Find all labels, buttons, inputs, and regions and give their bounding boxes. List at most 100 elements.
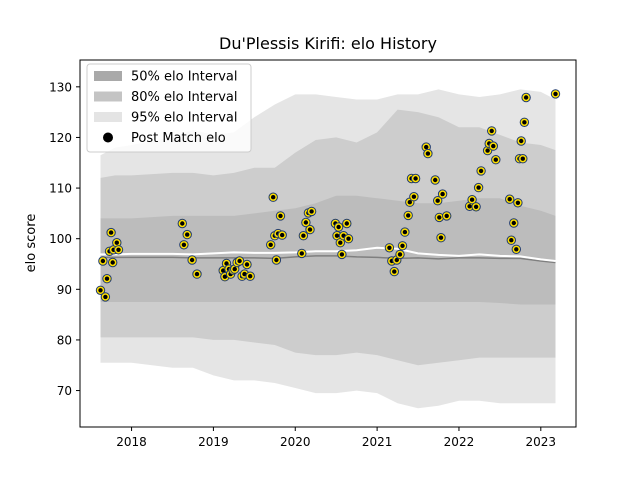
elo-point-center [110, 260, 115, 265]
elo-point-center [336, 224, 341, 230]
elo-point-center [413, 176, 418, 181]
y-tick-label: 120 [49, 131, 72, 145]
elo-point-center [514, 247, 519, 252]
legend-box [86, 63, 252, 153]
y-tick-label: 80 [57, 333, 72, 347]
elo-point-center [444, 213, 449, 219]
elo-point-center [104, 276, 110, 281]
elo-point-center [271, 195, 276, 200]
elo-point-center [520, 156, 525, 161]
elo-point-center [478, 168, 484, 174]
mean-elo-line [100, 246, 556, 262]
y-tick-label: 90 [57, 283, 72, 297]
y-tick-label: 100 [49, 232, 72, 246]
x-tick-label: 2020 [280, 435, 311, 449]
elo-point-center [181, 242, 187, 247]
median-elo-line [100, 255, 556, 264]
elo-point-center [489, 128, 494, 134]
elo-point-center [103, 294, 108, 300]
elo-point-center [232, 266, 237, 272]
x-tick-label: 2019 [198, 435, 229, 449]
legend-label: 95% elo Interval [131, 111, 238, 126]
legend-label: Post Match elo [131, 131, 226, 146]
elo-point-center [473, 204, 479, 209]
elo-point-center [511, 220, 516, 226]
elo-point-center [222, 274, 228, 279]
elo-point-center [301, 233, 306, 238]
elo-point-center [467, 204, 472, 209]
elo-point-center [522, 120, 527, 125]
elo-point-center [274, 257, 279, 263]
legend-swatch [94, 71, 122, 81]
y-tick-label: 130 [49, 80, 72, 94]
elo-point-center [424, 144, 429, 150]
elo-point-center [523, 95, 529, 100]
elo-point-center [493, 157, 498, 162]
y-axis-label: elo score [24, 214, 39, 273]
elo-point-center [553, 91, 558, 97]
elo-point-center [224, 261, 229, 266]
elo-point-center [268, 242, 273, 247]
elo-point-center [108, 230, 114, 235]
elo-point-center [394, 257, 399, 263]
elo-point-center [248, 274, 253, 279]
elo-point-center [221, 268, 226, 273]
elo-point-center [114, 240, 120, 245]
elo-point-center [334, 233, 340, 238]
elo-point-center [278, 213, 283, 219]
legend-swatch [94, 91, 122, 102]
elo-point-center [242, 271, 247, 277]
elo-point-center [307, 227, 313, 232]
legend-swatch [94, 112, 122, 122]
legend-label: 50% elo Interval [131, 70, 238, 85]
elo-point-center [100, 258, 106, 264]
elo-point-center [519, 138, 524, 144]
x-tick-label: 2018 [116, 435, 147, 449]
elo-point-center [344, 221, 349, 226]
elo-point-center [437, 215, 442, 220]
x-tick-label: 2023 [526, 435, 557, 449]
elo-point-center [392, 269, 397, 274]
elo-point-center [402, 229, 408, 235]
elo-point-center [237, 258, 242, 264]
elo-point-center [485, 148, 490, 153]
y-tick-label: 110 [49, 182, 72, 196]
elo-point-center [338, 240, 343, 245]
axes: 2018 2019 2020 2021 2022 2023 70 80 90 100 110 120 1… [49, 59, 577, 449]
band-50-interval [100, 195, 556, 305]
legend-marker [103, 132, 113, 143]
elo-point-center [491, 143, 496, 149]
elo-point-center [346, 236, 351, 241]
elo-point-center [435, 198, 440, 203]
elo-point-center [433, 177, 438, 183]
elo-point-center [407, 200, 412, 205]
elo-point-center [411, 194, 417, 199]
elo-point-center [469, 197, 475, 202]
elo-point-center [244, 262, 250, 267]
y-tick-label: 70 [57, 384, 72, 398]
elo-point-center [438, 235, 444, 240]
elo-interval-bands [100, 89, 556, 409]
elo-point-center [189, 257, 195, 263]
elo-point-center [397, 252, 403, 257]
elo-point-center [309, 209, 314, 214]
elo-point-center [303, 220, 309, 225]
elo-point-center [116, 247, 121, 252]
elo-point-center [440, 191, 445, 197]
chart-title: Du'Plessis Kirifi: elo History [219, 34, 437, 53]
elo-point-center [339, 252, 345, 257]
elo-point-center [194, 271, 200, 277]
elo-point-center [515, 200, 521, 205]
post-match-elo-points [95, 89, 561, 302]
plot-frame [79, 59, 577, 428]
elo-point-center [476, 185, 481, 190]
x-tick-label: 2021 [362, 435, 393, 449]
elo-point-center [509, 238, 514, 243]
elo-point-center [280, 232, 285, 238]
x-tick-label: 2022 [444, 435, 475, 449]
elo-point-center [425, 151, 431, 156]
elo-point-center [387, 245, 392, 250]
legend-label: 80% elo Interval [131, 90, 238, 105]
legend: 50% elo Interval 80% elo Interval 95% elo … [86, 63, 252, 153]
